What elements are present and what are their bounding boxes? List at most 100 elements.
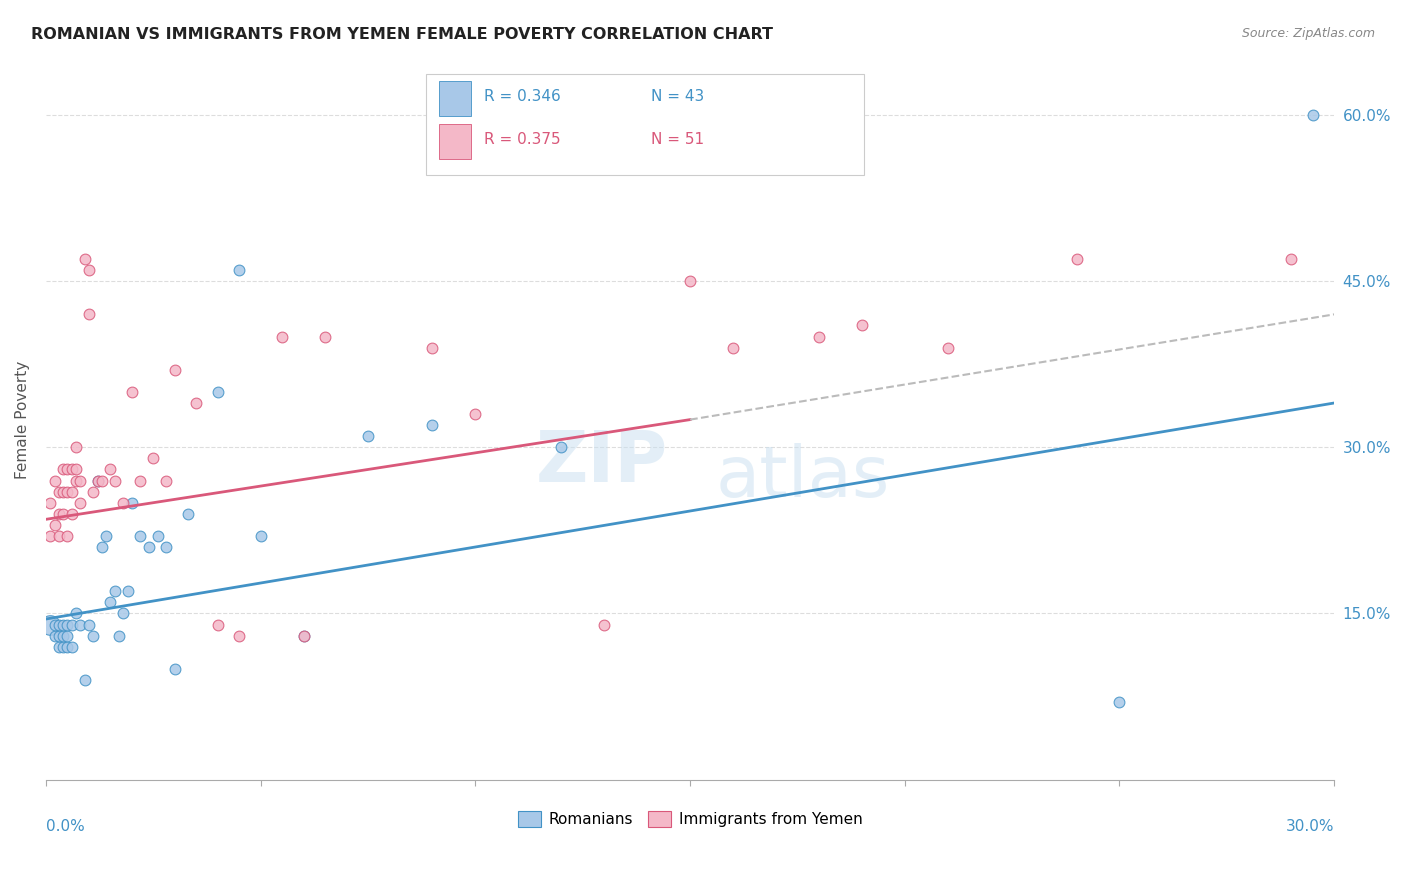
Point: [48, 640, 70, 654]
Point: [77, 617, 100, 632]
Point: [936, 341, 959, 355]
FancyBboxPatch shape: [426, 74, 863, 175]
Point: [155, 540, 177, 554]
Point: [100, 595, 122, 609]
Point: [39, 529, 62, 543]
Point: [39, 617, 62, 632]
Point: [44, 617, 66, 632]
Text: 30.0%: 30.0%: [1285, 819, 1334, 834]
Point: [104, 584, 127, 599]
Point: [60, 640, 83, 654]
Point: [60, 507, 83, 521]
Point: [52, 617, 75, 632]
Point: [155, 474, 177, 488]
Point: [90, 540, 112, 554]
Point: [56, 462, 79, 476]
Point: [142, 451, 165, 466]
Point: [1302, 108, 1324, 122]
Point: [207, 384, 229, 399]
Point: [65, 474, 87, 488]
Point: [593, 617, 616, 632]
Point: [77, 263, 100, 277]
Point: [60, 462, 83, 476]
Point: [228, 629, 250, 643]
Point: [207, 617, 229, 632]
Point: [176, 507, 198, 521]
Text: Source: ZipAtlas.com: Source: ZipAtlas.com: [1241, 27, 1375, 40]
Point: [60, 484, 83, 499]
Point: [94, 529, 117, 543]
Point: [112, 496, 135, 510]
Point: [69, 617, 91, 632]
Point: [108, 629, 131, 643]
Text: ZIP: ZIP: [536, 428, 668, 498]
Point: [82, 484, 104, 499]
Point: [65, 462, 87, 476]
Point: [73, 673, 96, 687]
Point: [1108, 695, 1130, 709]
Point: [65, 440, 87, 454]
FancyBboxPatch shape: [439, 81, 471, 116]
Point: [163, 662, 186, 676]
Point: [100, 462, 122, 476]
Point: [807, 329, 830, 343]
Point: [44, 474, 66, 488]
Point: [851, 318, 873, 333]
Point: [186, 396, 208, 410]
Point: [228, 263, 250, 277]
Point: [422, 341, 444, 355]
Point: [86, 474, 108, 488]
Text: R = 0.346: R = 0.346: [484, 89, 561, 104]
Text: N = 43: N = 43: [651, 89, 704, 104]
FancyBboxPatch shape: [439, 124, 471, 159]
Point: [357, 429, 380, 443]
Point: [77, 307, 100, 321]
Point: [52, 462, 75, 476]
Point: [60, 617, 83, 632]
Point: [52, 484, 75, 499]
Point: [117, 584, 139, 599]
Point: [146, 529, 169, 543]
Point: [65, 607, 87, 621]
Point: [39, 496, 62, 510]
Point: [112, 607, 135, 621]
Point: [56, 484, 79, 499]
Point: [52, 629, 75, 643]
Point: [90, 474, 112, 488]
Point: [163, 363, 186, 377]
Point: [129, 529, 152, 543]
Point: [292, 629, 315, 643]
Point: [56, 529, 79, 543]
Point: [56, 640, 79, 654]
Point: [48, 529, 70, 543]
Point: [121, 384, 143, 399]
Point: [82, 629, 104, 643]
Point: [56, 629, 79, 643]
Point: [464, 407, 486, 421]
Point: [422, 418, 444, 433]
Text: ROMANIAN VS IMMIGRANTS FROM YEMEN FEMALE POVERTY CORRELATION CHART: ROMANIAN VS IMMIGRANTS FROM YEMEN FEMALE…: [31, 27, 773, 42]
Point: [48, 507, 70, 521]
Point: [249, 529, 271, 543]
Point: [121, 496, 143, 510]
Point: [314, 329, 336, 343]
Point: [56, 617, 79, 632]
Point: [86, 474, 108, 488]
Text: R = 0.375: R = 0.375: [484, 132, 561, 147]
Point: [52, 640, 75, 654]
Point: [48, 629, 70, 643]
Point: [679, 274, 702, 288]
Point: [1066, 252, 1088, 266]
Point: [104, 474, 127, 488]
Point: [48, 484, 70, 499]
Point: [48, 617, 70, 632]
Point: [69, 474, 91, 488]
Y-axis label: Female Poverty: Female Poverty: [15, 360, 30, 479]
Point: [52, 507, 75, 521]
Point: [138, 540, 160, 554]
Text: 0.0%: 0.0%: [46, 819, 84, 834]
Point: [44, 517, 66, 532]
Point: [550, 440, 572, 454]
Point: [129, 474, 152, 488]
Point: [292, 629, 315, 643]
